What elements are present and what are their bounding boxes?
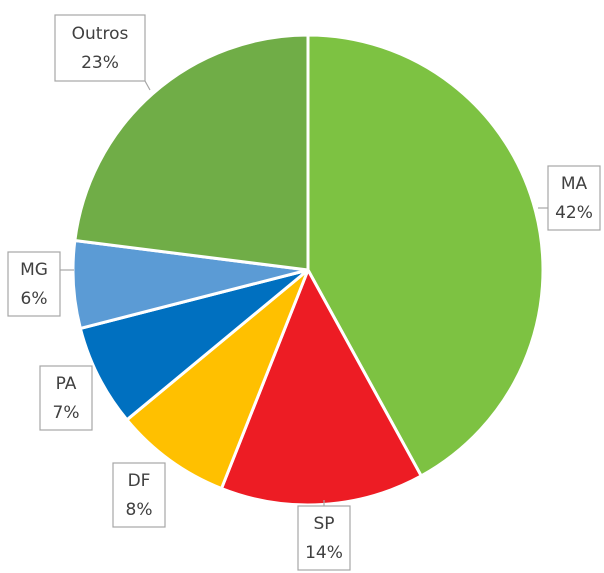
pie-slice <box>78 268 310 422</box>
pie-slice <box>306 33 545 478</box>
value-label: 6% <box>21 289 48 309</box>
category-label: PA <box>56 374 77 394</box>
callout-box <box>7 251 61 317</box>
category-label: MA <box>561 174 588 194</box>
value-label: 7% <box>53 403 80 423</box>
callout-box <box>547 165 601 231</box>
callout-box <box>39 365 93 431</box>
category-label: DF <box>128 471 151 491</box>
pie-slice <box>73 33 310 272</box>
category-label: Outros <box>72 24 129 44</box>
pie-slice <box>219 268 423 507</box>
callout-box <box>54 14 146 82</box>
callout-box <box>112 462 166 528</box>
leader-line <box>144 80 151 91</box>
callout-box <box>297 505 351 571</box>
category-label: MG <box>20 260 48 280</box>
value-label: 23% <box>81 53 119 73</box>
pie-slice <box>125 268 310 490</box>
value-label: 8% <box>126 500 153 520</box>
value-label: 14% <box>305 543 343 563</box>
value-label: 42% <box>555 203 593 223</box>
category-label: SP <box>313 514 334 534</box>
